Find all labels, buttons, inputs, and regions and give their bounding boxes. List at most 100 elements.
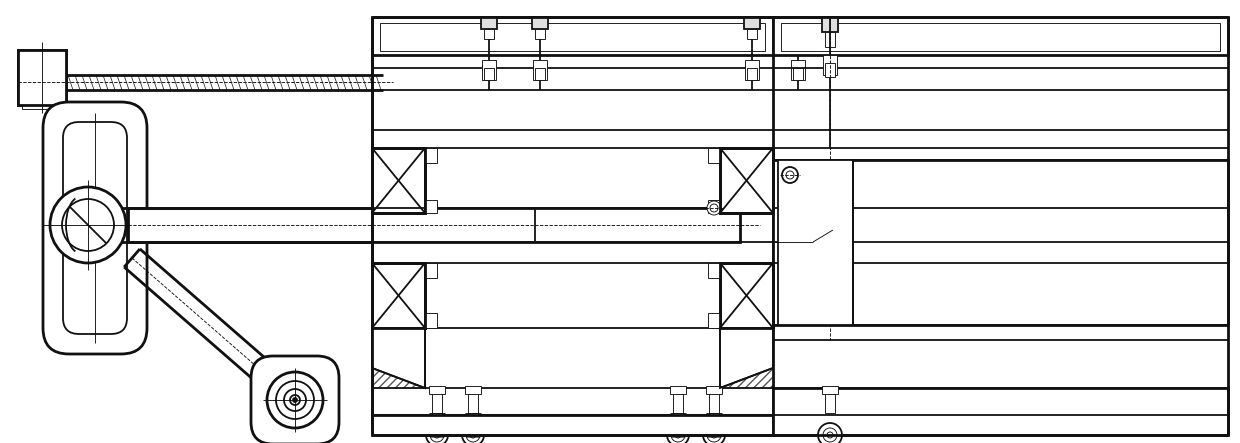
Circle shape — [293, 398, 298, 402]
Bar — [794, 29, 804, 39]
Bar — [773, 388, 1228, 435]
Circle shape — [434, 432, 440, 438]
Circle shape — [62, 199, 114, 251]
Polygon shape — [372, 328, 425, 388]
Bar — [372, 415, 773, 435]
Circle shape — [707, 201, 720, 215]
Bar — [709, 413, 719, 431]
Bar — [791, 60, 805, 80]
Bar — [19, 50, 66, 105]
Bar — [822, 386, 838, 394]
Bar — [481, 17, 497, 29]
Bar — [484, 68, 494, 80]
Bar — [484, 29, 494, 39]
Bar — [372, 263, 425, 328]
Bar — [825, 32, 835, 47]
Bar — [128, 208, 740, 242]
Bar — [372, 263, 425, 328]
Circle shape — [823, 428, 837, 442]
Bar — [773, 17, 1228, 55]
Bar — [673, 413, 683, 431]
Bar — [670, 386, 686, 394]
Polygon shape — [720, 328, 773, 388]
Bar — [708, 313, 720, 328]
Bar — [745, 60, 759, 80]
Bar — [720, 148, 773, 213]
Bar — [777, 160, 853, 325]
Bar — [708, 263, 720, 278]
Circle shape — [463, 424, 484, 443]
Bar — [822, 17, 838, 32]
Bar — [432, 413, 441, 431]
Bar — [372, 263, 425, 328]
Bar — [673, 388, 683, 413]
Bar — [790, 17, 806, 29]
Bar — [532, 17, 548, 29]
Bar — [372, 148, 425, 213]
Bar — [429, 386, 445, 394]
Bar — [533, 60, 547, 80]
Bar — [467, 388, 477, 413]
Bar — [372, 328, 425, 388]
Circle shape — [703, 424, 725, 443]
Bar — [720, 263, 773, 328]
Bar — [744, 17, 760, 29]
Bar — [708, 200, 720, 213]
Circle shape — [782, 167, 799, 183]
Bar — [706, 386, 722, 394]
Bar — [372, 148, 425, 213]
Circle shape — [711, 204, 718, 212]
Bar — [22, 73, 62, 91]
Bar — [465, 386, 481, 394]
Bar — [781, 23, 1220, 51]
Circle shape — [430, 428, 444, 442]
Circle shape — [818, 423, 842, 443]
Bar — [720, 148, 773, 213]
Bar — [773, 160, 1228, 325]
Bar — [794, 68, 804, 80]
Bar — [534, 29, 546, 39]
Circle shape — [671, 428, 684, 442]
Bar — [720, 263, 773, 328]
Bar — [746, 68, 756, 80]
Bar — [823, 55, 837, 75]
Bar — [22, 93, 62, 109]
Bar — [746, 29, 756, 39]
Circle shape — [267, 372, 322, 428]
Circle shape — [667, 424, 689, 443]
Circle shape — [827, 432, 833, 438]
Bar — [534, 68, 546, 80]
Bar — [708, 148, 720, 163]
Circle shape — [711, 432, 717, 438]
Circle shape — [290, 395, 300, 405]
Bar — [372, 17, 773, 55]
Circle shape — [284, 389, 306, 411]
Bar — [22, 53, 62, 71]
Circle shape — [427, 424, 448, 443]
Bar — [825, 63, 835, 77]
Circle shape — [707, 428, 720, 442]
FancyBboxPatch shape — [63, 122, 126, 334]
Circle shape — [786, 171, 794, 179]
Bar — [425, 313, 436, 328]
Circle shape — [470, 432, 476, 438]
Bar — [825, 388, 835, 413]
Bar — [425, 263, 436, 278]
Bar — [709, 388, 719, 413]
Bar — [425, 148, 436, 163]
Bar — [372, 148, 425, 213]
Bar — [482, 60, 496, 80]
Bar — [720, 328, 773, 388]
Bar — [720, 148, 773, 213]
Circle shape — [466, 428, 480, 442]
Bar — [19, 50, 66, 105]
FancyBboxPatch shape — [43, 102, 148, 354]
Circle shape — [50, 187, 126, 263]
Bar — [467, 413, 477, 431]
Bar — [425, 200, 436, 213]
Bar — [720, 263, 773, 328]
Bar — [432, 388, 441, 413]
Circle shape — [675, 432, 681, 438]
FancyBboxPatch shape — [250, 356, 339, 443]
Bar — [379, 23, 765, 51]
